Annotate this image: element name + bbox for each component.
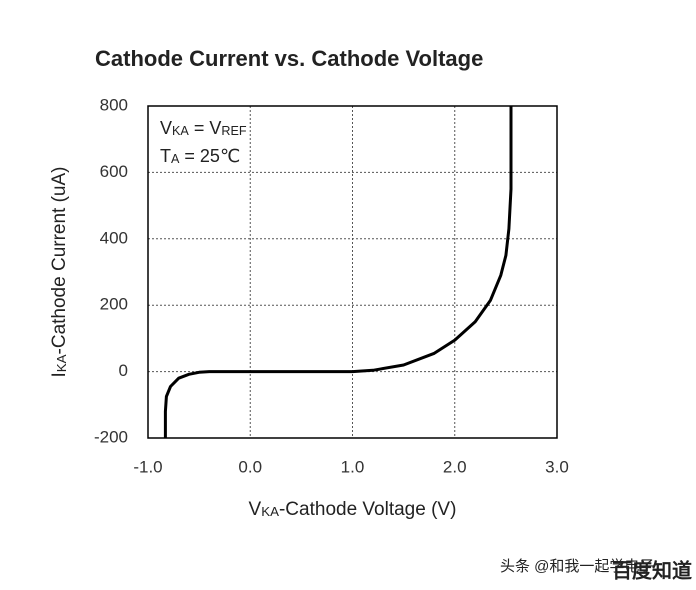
annotation-part: KA	[172, 124, 189, 138]
y-axis-label-part: -Cathode Current (uA)	[49, 167, 70, 355]
y-tick-label: 400	[100, 228, 128, 247]
chart-title: Cathode Current vs. Cathode Voltage	[95, 46, 483, 71]
x-axis-label-part: KA	[261, 504, 279, 519]
watermark: 百度知道	[612, 558, 692, 582]
watermark: 头条 @和我一起学电子	[500, 558, 654, 575]
annotation-part: V	[160, 118, 172, 138]
y-tick-label: 800	[100, 95, 128, 114]
annotation-part: T	[160, 146, 171, 166]
y-tick-label: 200	[100, 295, 128, 314]
annotation-part: = V	[189, 118, 222, 138]
x-tick-label: 3.0	[545, 457, 569, 476]
x-tick-label: 0.0	[238, 457, 262, 476]
x-tick-label: -1.0	[133, 457, 162, 476]
x-axis-label-part: -Cathode Voltage (V)	[279, 499, 456, 520]
x-axis-label-part: V	[249, 499, 262, 520]
plot-frame	[147, 105, 558, 439]
annotation-part: REF	[221, 124, 246, 138]
x-axis-label: VKA-Cathode Voltage (V)	[249, 499, 457, 520]
y-tick-label: 600	[100, 162, 128, 181]
y-axis-label-part: KA	[54, 354, 69, 372]
y-tick-label: 0	[119, 361, 128, 380]
x-tick-label: 2.0	[443, 457, 467, 476]
annotation-part: = 25℃	[179, 146, 240, 166]
annotation: VKA = VREF	[160, 118, 247, 138]
annotation-part: A	[171, 152, 180, 166]
annotation: TA = 25℃	[160, 146, 240, 166]
x-tick-label: 1.0	[341, 457, 365, 476]
y-tick-label: -200	[94, 427, 128, 446]
y-axis-label-part: I	[49, 372, 70, 377]
y-axis-label: IKA-Cathode Current (uA)	[49, 167, 70, 378]
curve	[163, 106, 513, 438]
